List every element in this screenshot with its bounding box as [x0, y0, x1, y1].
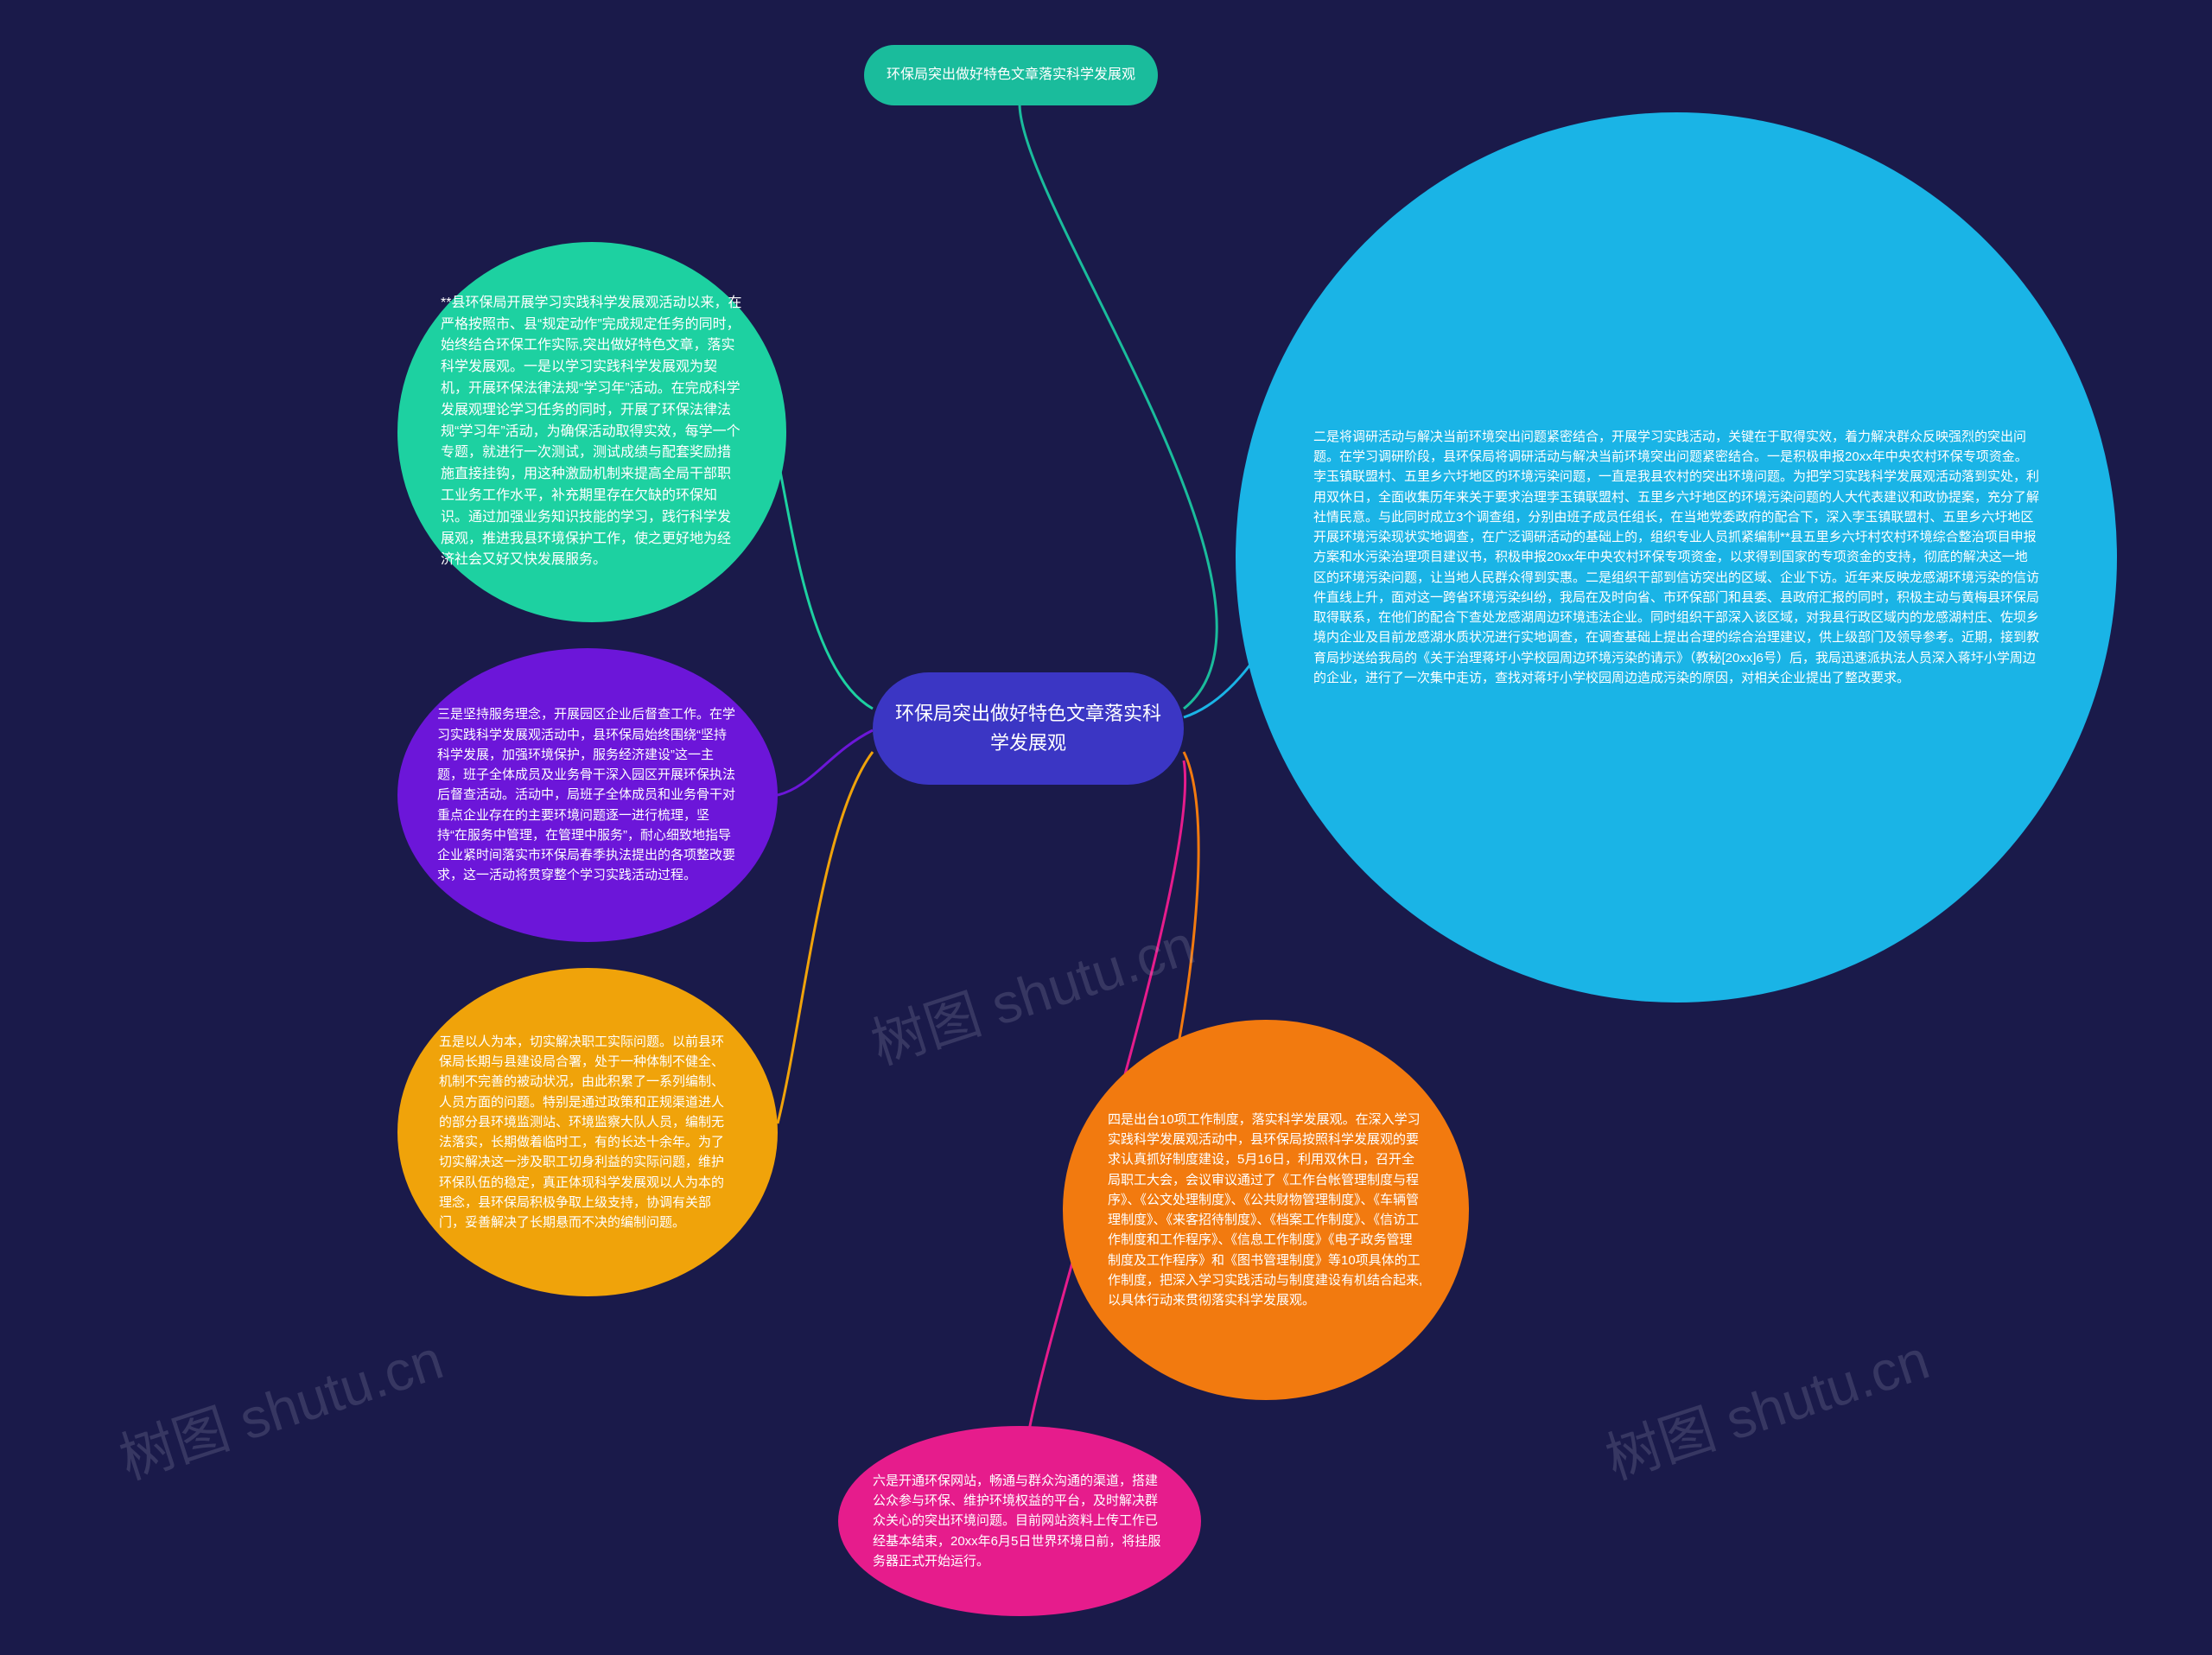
central-topic[interactable]: 环保局突出做好特色文章落实科学发展观 — [873, 672, 1184, 785]
mindmap-canvas: 树图 shutu.cn 树图 shutu.cn 树图 shutu.cn 树图 s… — [0, 0, 2212, 1655]
branch-node-intro[interactable]: **县环保局开展学习实践科学发展观活动以来，在严格按照市、县“规定动作”完成规定… — [397, 242, 786, 622]
branch-node-6[interactable]: 六是开通环保网站，畅通与群众沟通的渠道，搭建公众参与环保、维护环境权益的平台，及… — [838, 1426, 1201, 1616]
watermark: 树图 shutu.cn — [108, 1315, 451, 1494]
branch-node-5[interactable]: 五是以人为本，切实解决职工实际问题。以前县环保局长期与县建设局合署，处于一种体制… — [397, 968, 778, 1296]
branch-text: 六是开通环保网站，畅通与群众沟通的渠道，搭建公众参与环保、维护环境权益的平台，及… — [873, 1471, 1166, 1571]
title-pill[interactable]: 环保局突出做好特色文章落实科学发展观 — [864, 45, 1158, 105]
central-topic-text: 环保局突出做好特色文章落实科学发展观 — [893, 699, 1163, 758]
branch-node-3[interactable]: 三是坚持服务理念，开展园区企业后督查工作。在学习实践科学发展观活动中，县环保局始… — [397, 648, 778, 942]
title-pill-text: 环保局突出做好特色文章落实科学发展观 — [887, 65, 1135, 86]
branch-text: 三是坚持服务理念，开展园区企业后督查工作。在学习实践科学发展观活动中，县环保局始… — [437, 704, 738, 885]
branch-text: 二是将调研活动与解决当前环境突出问题紧密结合，开展学习实践活动，关键在于取得实效… — [1313, 427, 2039, 688]
branch-node-4[interactable]: 四是出台10项工作制度，落实科学发展观。在深入学习实践科学发展观活动中，县环保局… — [1063, 1020, 1469, 1400]
watermark: 树图 shutu.cn — [1594, 1315, 1937, 1494]
branch-text: 四是出台10项工作制度，落实科学发展观。在深入学习实践科学发展观活动中，县环保局… — [1108, 1110, 1424, 1311]
branch-text: **县环保局开展学习实践科学发展观活动以来，在严格按照市、县“规定动作”完成规定… — [441, 293, 743, 571]
branch-node-2[interactable]: 二是将调研活动与解决当前环境突出问题紧密结合，开展学习实践活动，关键在于取得实效… — [1236, 112, 2117, 1003]
branch-text: 五是以人为本，切实解决职工实际问题。以前县环保局长期与县建设局合署，处于一种体制… — [439, 1032, 736, 1233]
